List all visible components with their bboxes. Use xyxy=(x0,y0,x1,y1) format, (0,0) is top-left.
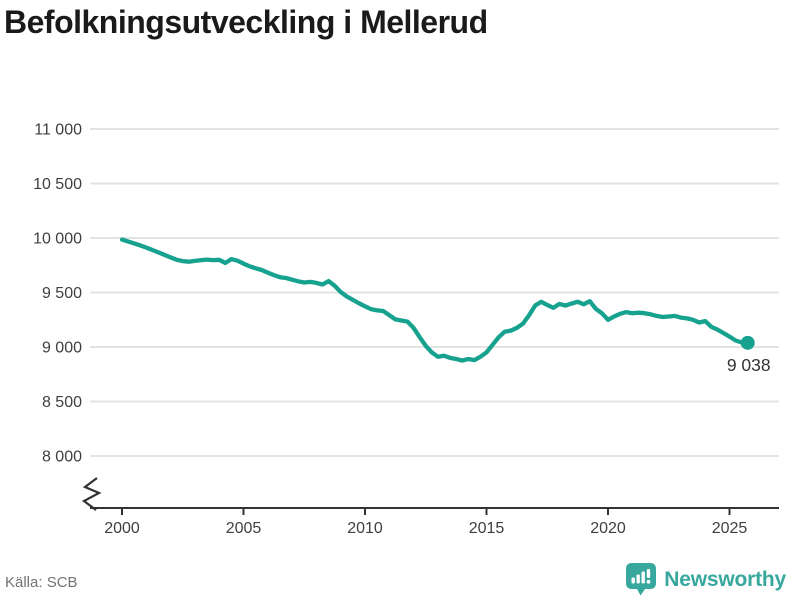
speech-bubble-shape xyxy=(626,563,657,596)
population-line-chart: 8 000 8 500 9 000 9 500 10 000 10 500 11 000 20… xyxy=(33,122,779,537)
y-axis-tick-label: 9 500 xyxy=(42,285,82,302)
bar-medium xyxy=(636,574,641,584)
x-axis-tick-label: 2000 xyxy=(104,520,140,537)
y-axis-tick-label: 11 000 xyxy=(34,122,82,139)
newsworthy-logo: Newsworthy xyxy=(626,563,786,596)
newsworthy-logo-text: Newsworthy xyxy=(664,567,786,591)
x-axis-tick-label: 2005 xyxy=(226,520,262,537)
source-note: Källa: SCB xyxy=(5,574,78,591)
y-axis-tick-label: 10 000 xyxy=(33,231,82,248)
exclamation-dot xyxy=(646,579,651,584)
exclamation-bar xyxy=(647,569,651,578)
newsworthy-bar-chart-bubble-icon xyxy=(626,563,657,596)
last-value-label: 9 038 xyxy=(727,355,771,375)
bar-small xyxy=(631,577,636,584)
y-axis-tick-label: 8 500 xyxy=(42,394,82,411)
last-value-dot xyxy=(740,335,755,350)
axis-break-squiggle xyxy=(81,477,102,511)
chart-title: Befolkningsutveckling i Mellerud xyxy=(4,4,488,40)
y-axis-tick-label: 10 500 xyxy=(33,176,82,193)
y-axis-tick-label: 9 000 xyxy=(42,340,82,357)
x-axis-tick-label: 2020 xyxy=(590,520,626,537)
x-axis-tick-label: 2010 xyxy=(347,520,383,537)
y-axis-tick-label: 8 000 xyxy=(42,449,82,466)
population-line-series xyxy=(119,237,750,363)
x-axis-tick-label: 2025 xyxy=(712,520,748,537)
bar-tall xyxy=(641,571,646,584)
x-axis-tick-label: 2015 xyxy=(469,520,505,537)
